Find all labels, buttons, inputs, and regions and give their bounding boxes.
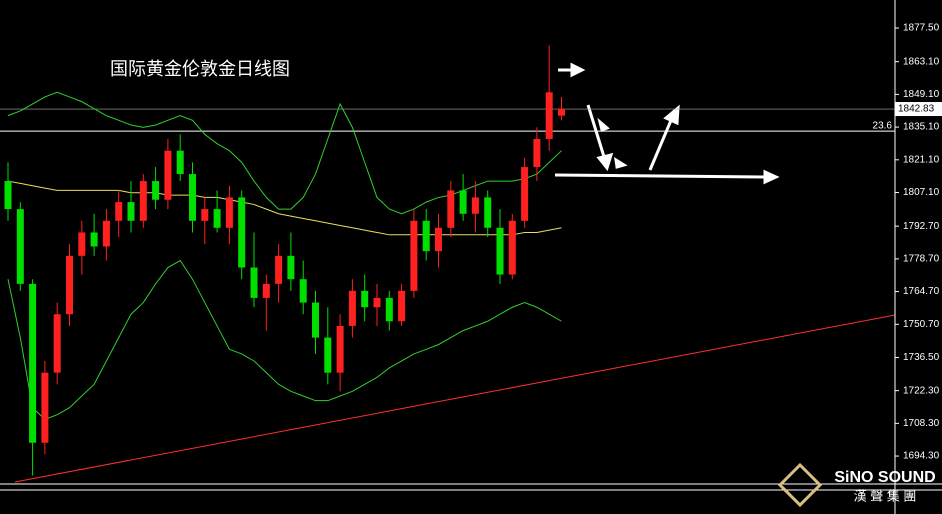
candle-body	[373, 297, 381, 308]
candle-body	[287, 255, 295, 280]
y-tick-label: 1736.50	[903, 352, 940, 363]
candle-body	[435, 227, 442, 252]
candle-body	[508, 220, 516, 275]
y-tick-label: 1807.10	[903, 187, 940, 198]
y-tick-label: 1708.30	[903, 418, 940, 429]
y-tick-label: 1694.30	[903, 451, 940, 462]
candle-body	[385, 297, 393, 322]
candle-body	[521, 167, 529, 221]
candle-body	[115, 202, 123, 221]
candle-body	[361, 290, 369, 308]
price-label: 1842.83	[898, 104, 935, 115]
y-tick-label: 1863.10	[903, 56, 940, 67]
candle-body	[348, 290, 356, 326]
candle-body	[324, 337, 332, 373]
candle-body	[29, 283, 37, 443]
candle-body	[213, 209, 221, 228]
candle-body	[152, 181, 160, 200]
candle-body	[262, 283, 270, 298]
y-tick-label: 1778.70	[903, 254, 940, 265]
logo-name: SiNO SOUND	[834, 469, 935, 486]
candle-body	[201, 209, 209, 221]
y-tick-label: 1792.70	[903, 221, 940, 232]
y-tick-label: 1821.10	[903, 154, 940, 165]
candle-body	[471, 197, 479, 214]
candle-body	[53, 314, 61, 373]
logo-subtitle: 漢 聲 集 團	[854, 488, 917, 503]
candle-body	[398, 290, 406, 322]
candle-body	[558, 108, 565, 116]
fib-label: 23.6	[873, 121, 893, 132]
candle-body	[164, 150, 172, 200]
candle-body	[410, 220, 418, 291]
candle-body	[139, 181, 147, 221]
y-tick-label: 1764.70	[903, 286, 940, 297]
candle-body	[299, 279, 307, 303]
candle-body	[422, 220, 430, 252]
candle-body	[176, 150, 184, 175]
candle-body	[312, 302, 319, 338]
candle-body	[459, 190, 467, 214]
candle-body	[4, 181, 12, 210]
indicator-line	[7, 259, 562, 420]
y-tick-label: 1877.50	[903, 23, 940, 34]
candle-body	[225, 197, 233, 228]
y-tick-label: 1722.30	[903, 385, 940, 396]
candle-body	[545, 92, 553, 140]
candle-body	[189, 174, 196, 221]
y-tick-label: 1835.10	[903, 122, 940, 133]
indicator-line	[7, 180, 562, 236]
candle-body	[238, 197, 246, 268]
candle-body	[102, 220, 110, 247]
indicator-line	[7, 91, 562, 215]
y-tick-label: 1849.10	[903, 89, 940, 100]
candle-body	[66, 255, 73, 315]
candle-body	[78, 232, 86, 256]
candle-body	[275, 255, 283, 284]
candle-body	[90, 232, 98, 247]
logo: SiNO SOUND 漢 聲 集 團	[777, 462, 936, 508]
candle-body	[533, 139, 541, 168]
candle-body	[496, 227, 504, 275]
candle-body	[41, 372, 49, 443]
trend-line	[14, 314, 896, 483]
chart-title: 国际黄金伦敦金日线图	[110, 59, 290, 79]
price-label-box	[895, 102, 942, 117]
candle-body	[447, 190, 455, 228]
y-tick-label: 1750.70	[903, 319, 940, 330]
candle-body	[127, 202, 135, 221]
candle-body	[336, 325, 344, 373]
candle-body	[250, 267, 258, 298]
candle-body	[16, 209, 24, 284]
arrows	[554, 62, 780, 185]
candle-body	[484, 197, 492, 228]
